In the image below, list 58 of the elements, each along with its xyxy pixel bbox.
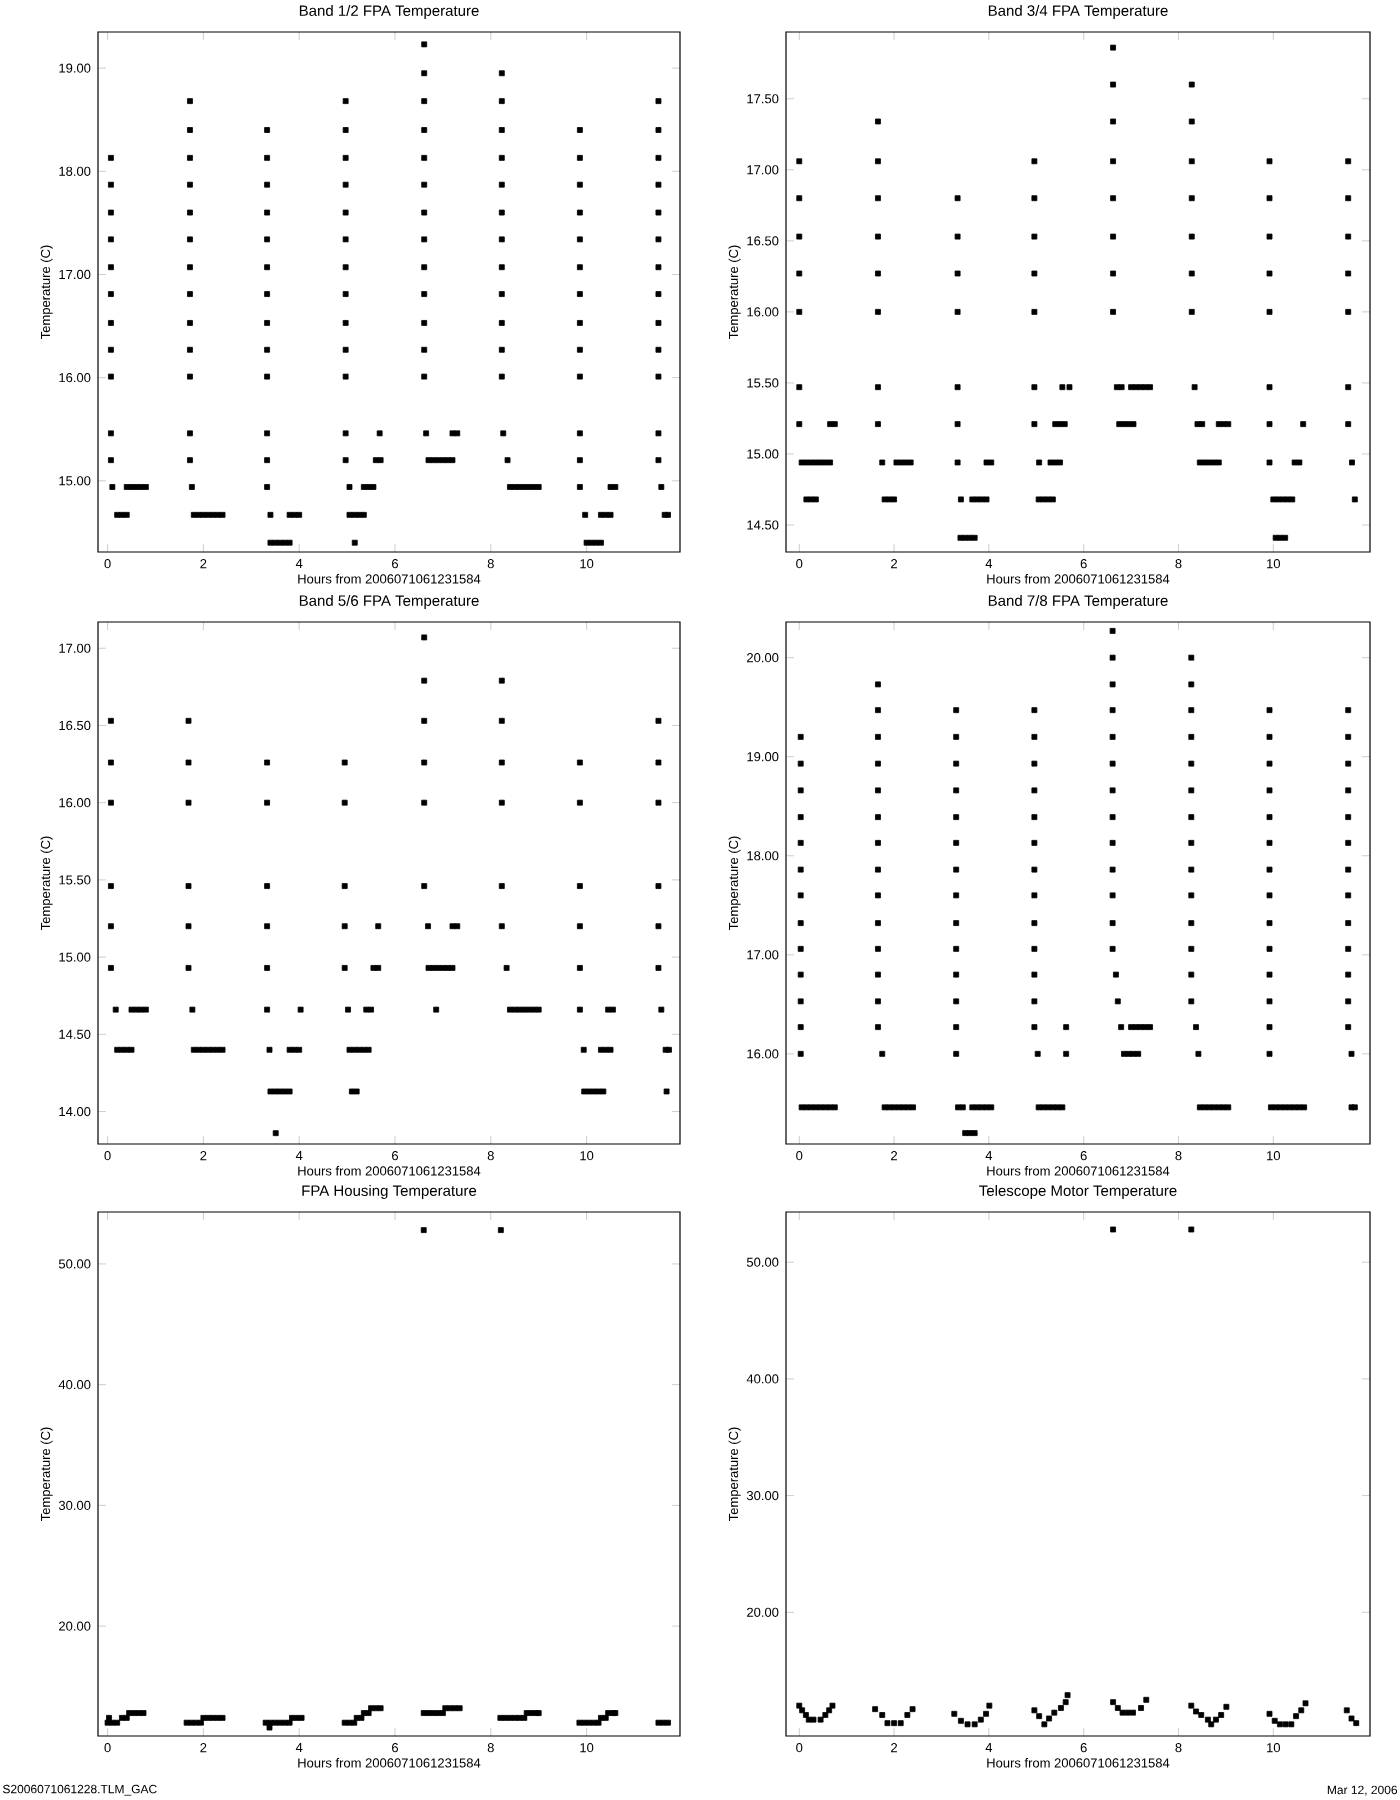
point [1041, 1721, 1048, 1728]
point [1130, 1709, 1136, 1716]
point [1204, 1716, 1211, 1723]
point [1348, 1715, 1355, 1722]
point [1031, 1707, 1038, 1714]
point [1218, 1712, 1225, 1718]
point [1046, 1715, 1052, 1722]
point [810, 1716, 817, 1723]
point [1223, 1703, 1230, 1710]
point [1188, 1226, 1195, 1233]
point [1213, 1716, 1219, 1723]
point [951, 1710, 958, 1717]
point [1198, 1712, 1205, 1718]
point [983, 1710, 989, 1717]
point [1064, 1692, 1071, 1699]
point [1110, 1226, 1116, 1233]
point [826, 1707, 833, 1714]
point [829, 1702, 836, 1709]
point [1188, 1702, 1195, 1709]
point [1058, 1705, 1064, 1711]
point [897, 1720, 904, 1727]
point [1208, 1721, 1215, 1728]
point [977, 1716, 984, 1723]
point [1119, 1709, 1126, 1716]
point [891, 1720, 897, 1727]
point [904, 1712, 911, 1718]
point [958, 1717, 964, 1724]
point [884, 1720, 891, 1727]
point [1062, 1699, 1069, 1706]
point [986, 1702, 993, 1709]
point [872, 1706, 879, 1713]
point [803, 1712, 809, 1718]
point [1143, 1696, 1150, 1703]
point [1271, 1717, 1278, 1724]
point [1051, 1709, 1058, 1716]
point [1266, 1710, 1273, 1717]
point [822, 1712, 829, 1718]
point [1036, 1713, 1043, 1720]
point [1298, 1707, 1305, 1714]
point [909, 1706, 916, 1713]
point [971, 1721, 978, 1728]
point [879, 1712, 886, 1718]
point [964, 1721, 971, 1728]
point [1282, 1721, 1289, 1728]
point [1193, 1708, 1199, 1715]
point [1293, 1713, 1299, 1720]
point [1114, 1705, 1121, 1711]
point [1353, 1720, 1360, 1727]
point [1124, 1709, 1131, 1716]
point [1277, 1721, 1283, 1728]
point [799, 1707, 806, 1714]
point [817, 1716, 824, 1723]
point [796, 1702, 803, 1709]
point [1288, 1721, 1295, 1728]
point [1110, 1699, 1116, 1706]
point [1343, 1707, 1350, 1714]
point [1302, 1700, 1309, 1707]
point [1138, 1705, 1144, 1711]
